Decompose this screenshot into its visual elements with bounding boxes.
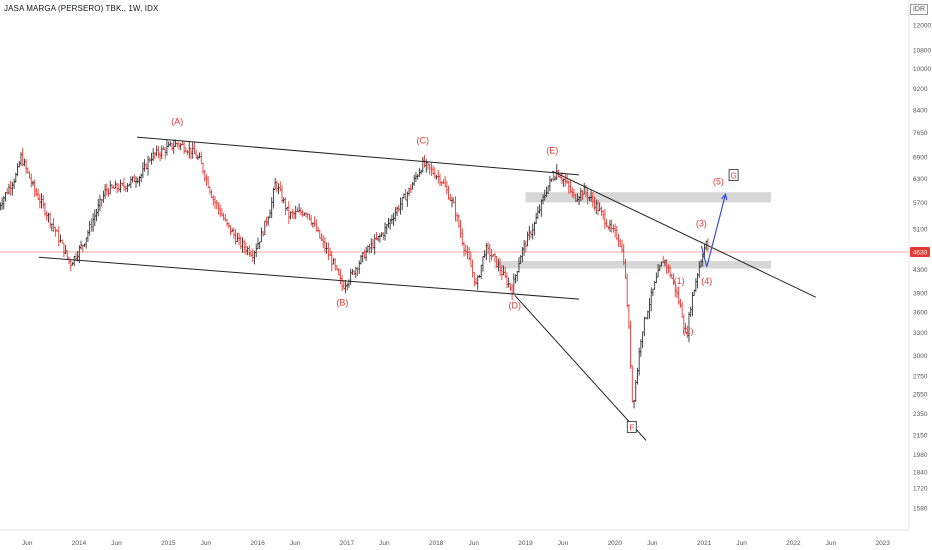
- wave-label: (1): [674, 276, 685, 286]
- time-tick-label: Jun: [379, 540, 390, 547]
- price-tick-label: 2150: [913, 432, 928, 439]
- boxed-label-frame: [728, 169, 739, 182]
- price-tick-label: 1840: [913, 469, 928, 476]
- boxed-label-frame: [626, 420, 637, 433]
- price-tick-label: 1720: [913, 485, 928, 492]
- symbol-title: JASA MARGA (PERSERO) TBK., 1W, IDX: [4, 4, 159, 13]
- price-tick-label: 1980: [913, 452, 928, 459]
- time-tick-label: 2018: [429, 540, 444, 547]
- current-price-badge: [910, 246, 930, 257]
- time-tick-label: 2023: [875, 540, 890, 547]
- wave-labels-layer: (A) (B) (C) (D) (E) (1) (2) (3) (4) (5) F G: [171, 117, 739, 433]
- price-tick-label: 3600: [913, 309, 928, 316]
- time-axis[interactable]: Jun 2014 Jun 2015 Jun 2016 Jun 2017 Jun 2018 Jun 20…: [22, 540, 890, 547]
- current-price-label: 4630: [913, 249, 928, 256]
- time-tick-label: Jun: [736, 540, 747, 547]
- time-tick-label: Jun: [111, 540, 122, 547]
- resistance-zone: [525, 192, 772, 203]
- wave-label: (D): [509, 301, 522, 311]
- time-tick-label: 2017: [340, 540, 355, 547]
- price-tick-label: 2550: [913, 392, 928, 399]
- wave-label: (A): [171, 117, 183, 127]
- price-tick-label: 2350: [913, 411, 928, 418]
- wave-label: (E): [546, 146, 558, 156]
- wave-label: (B): [336, 297, 348, 307]
- price-tick-label: 6900: [913, 154, 928, 161]
- price-axis[interactable]: 12000 10800 10000 9200 8400 7650 6900 6300 5700 5…: [910, 23, 931, 513]
- zones-layer: [0, 192, 909, 269]
- wave-label: (C): [417, 136, 430, 146]
- time-tick-label: Jun: [826, 540, 837, 547]
- trendlines-layer: [38, 136, 816, 441]
- projection-arrowhead: [721, 192, 728, 201]
- time-tick-label: 2014: [72, 540, 87, 547]
- price-tick-label: 5100: [913, 226, 928, 233]
- price-tick-label: 1580: [913, 506, 928, 513]
- time-tick-label: Jun: [290, 540, 301, 547]
- time-tick-label: Jun: [201, 540, 212, 547]
- trendline: [552, 170, 816, 298]
- price-tick-label: 7650: [913, 130, 928, 137]
- wave-label: (5): [713, 176, 724, 186]
- price-tick-label: 3900: [913, 290, 928, 297]
- price-tick-label: 2750: [913, 374, 928, 381]
- projection-path: [700, 194, 727, 268]
- price-tick-label: 5700: [913, 200, 928, 207]
- trendline: [137, 136, 580, 176]
- wave-label: (4): [701, 276, 712, 286]
- time-tick-label: 2019: [518, 540, 533, 547]
- resistance-zone: [494, 260, 772, 269]
- time-tick-label: 2015: [161, 540, 176, 547]
- price-tick-label: 10800: [913, 48, 931, 55]
- wave-label: (2): [683, 326, 694, 336]
- time-tick-label: Jun: [22, 540, 33, 547]
- time-tick-label: 2020: [608, 540, 623, 547]
- trendline: [38, 256, 580, 300]
- price-tick-label: 3000: [913, 353, 928, 360]
- candles-layer: [0, 139, 709, 409]
- time-tick-label: 2021: [697, 540, 712, 547]
- price-tick-label: 12000: [913, 23, 931, 30]
- price-tick-label: 10000: [913, 66, 931, 73]
- time-tick-label: Jun: [558, 540, 569, 547]
- boxed-label: F: [629, 423, 634, 432]
- currency-badge[interactable]: IDR: [909, 4, 928, 15]
- price-tick-label: 9200: [913, 86, 928, 93]
- price-tick-label: 8400: [913, 108, 928, 115]
- boxed-label: G: [730, 172, 736, 181]
- time-tick-label: Jun: [647, 540, 658, 547]
- time-tick-label: 2022: [786, 540, 801, 547]
- price-tick-label: 6300: [913, 176, 928, 183]
- wave-label: (3): [696, 219, 707, 229]
- trendline: [514, 295, 647, 441]
- price-tick-label: 4300: [913, 267, 928, 274]
- time-tick-label: Jun: [468, 540, 479, 547]
- time-tick-label: 2016: [250, 540, 265, 547]
- price-tick-label: 3300: [913, 330, 928, 337]
